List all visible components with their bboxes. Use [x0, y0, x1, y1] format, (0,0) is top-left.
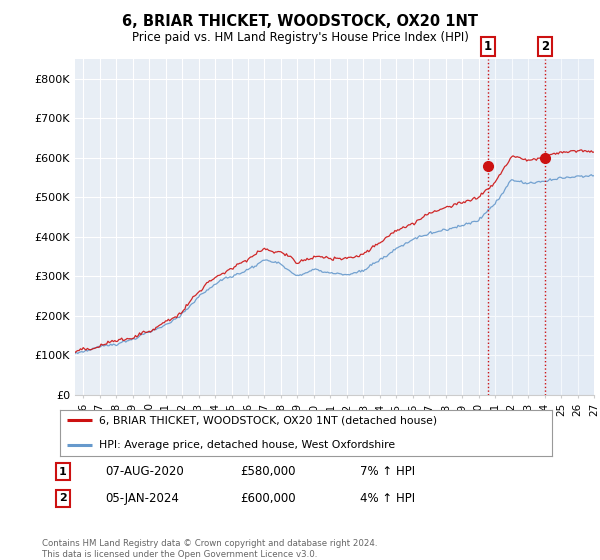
Text: 1: 1 — [59, 466, 67, 477]
Text: HPI: Average price, detached house, West Oxfordshire: HPI: Average price, detached house, West… — [100, 440, 395, 450]
Text: Contains HM Land Registry data © Crown copyright and database right 2024.
This d: Contains HM Land Registry data © Crown c… — [42, 539, 377, 559]
Text: 1: 1 — [484, 40, 492, 53]
Text: 2: 2 — [541, 40, 549, 53]
Text: 07-AUG-2020: 07-AUG-2020 — [105, 465, 184, 478]
Text: £600,000: £600,000 — [240, 492, 296, 505]
Text: 05-JAN-2024: 05-JAN-2024 — [105, 492, 179, 505]
Text: 4% ↑ HPI: 4% ↑ HPI — [360, 492, 415, 505]
Bar — [488, 59, 545, 395]
Text: £580,000: £580,000 — [240, 465, 296, 478]
Text: Price paid vs. HM Land Registry's House Price Index (HPI): Price paid vs. HM Land Registry's House … — [131, 31, 469, 44]
Text: 7% ↑ HPI: 7% ↑ HPI — [360, 465, 415, 478]
Text: 6, BRIAR THICKET, WOODSTOCK, OX20 1NT: 6, BRIAR THICKET, WOODSTOCK, OX20 1NT — [122, 14, 478, 29]
Text: 2: 2 — [59, 493, 67, 503]
Text: 6, BRIAR THICKET, WOODSTOCK, OX20 1NT (detached house): 6, BRIAR THICKET, WOODSTOCK, OX20 1NT (d… — [100, 415, 437, 425]
Bar — [545, 59, 594, 395]
